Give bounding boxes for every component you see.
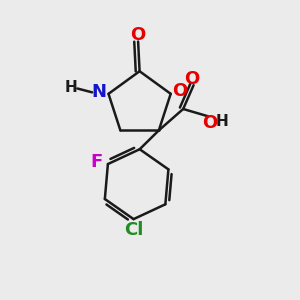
Text: O: O — [172, 82, 187, 100]
Text: Cl: Cl — [124, 220, 144, 238]
Text: O: O — [202, 114, 218, 132]
Text: H: H — [65, 80, 78, 95]
Text: N: N — [92, 83, 106, 101]
Text: O: O — [184, 70, 200, 88]
Text: F: F — [91, 153, 103, 171]
Text: O: O — [130, 26, 146, 44]
Text: H: H — [215, 114, 228, 129]
